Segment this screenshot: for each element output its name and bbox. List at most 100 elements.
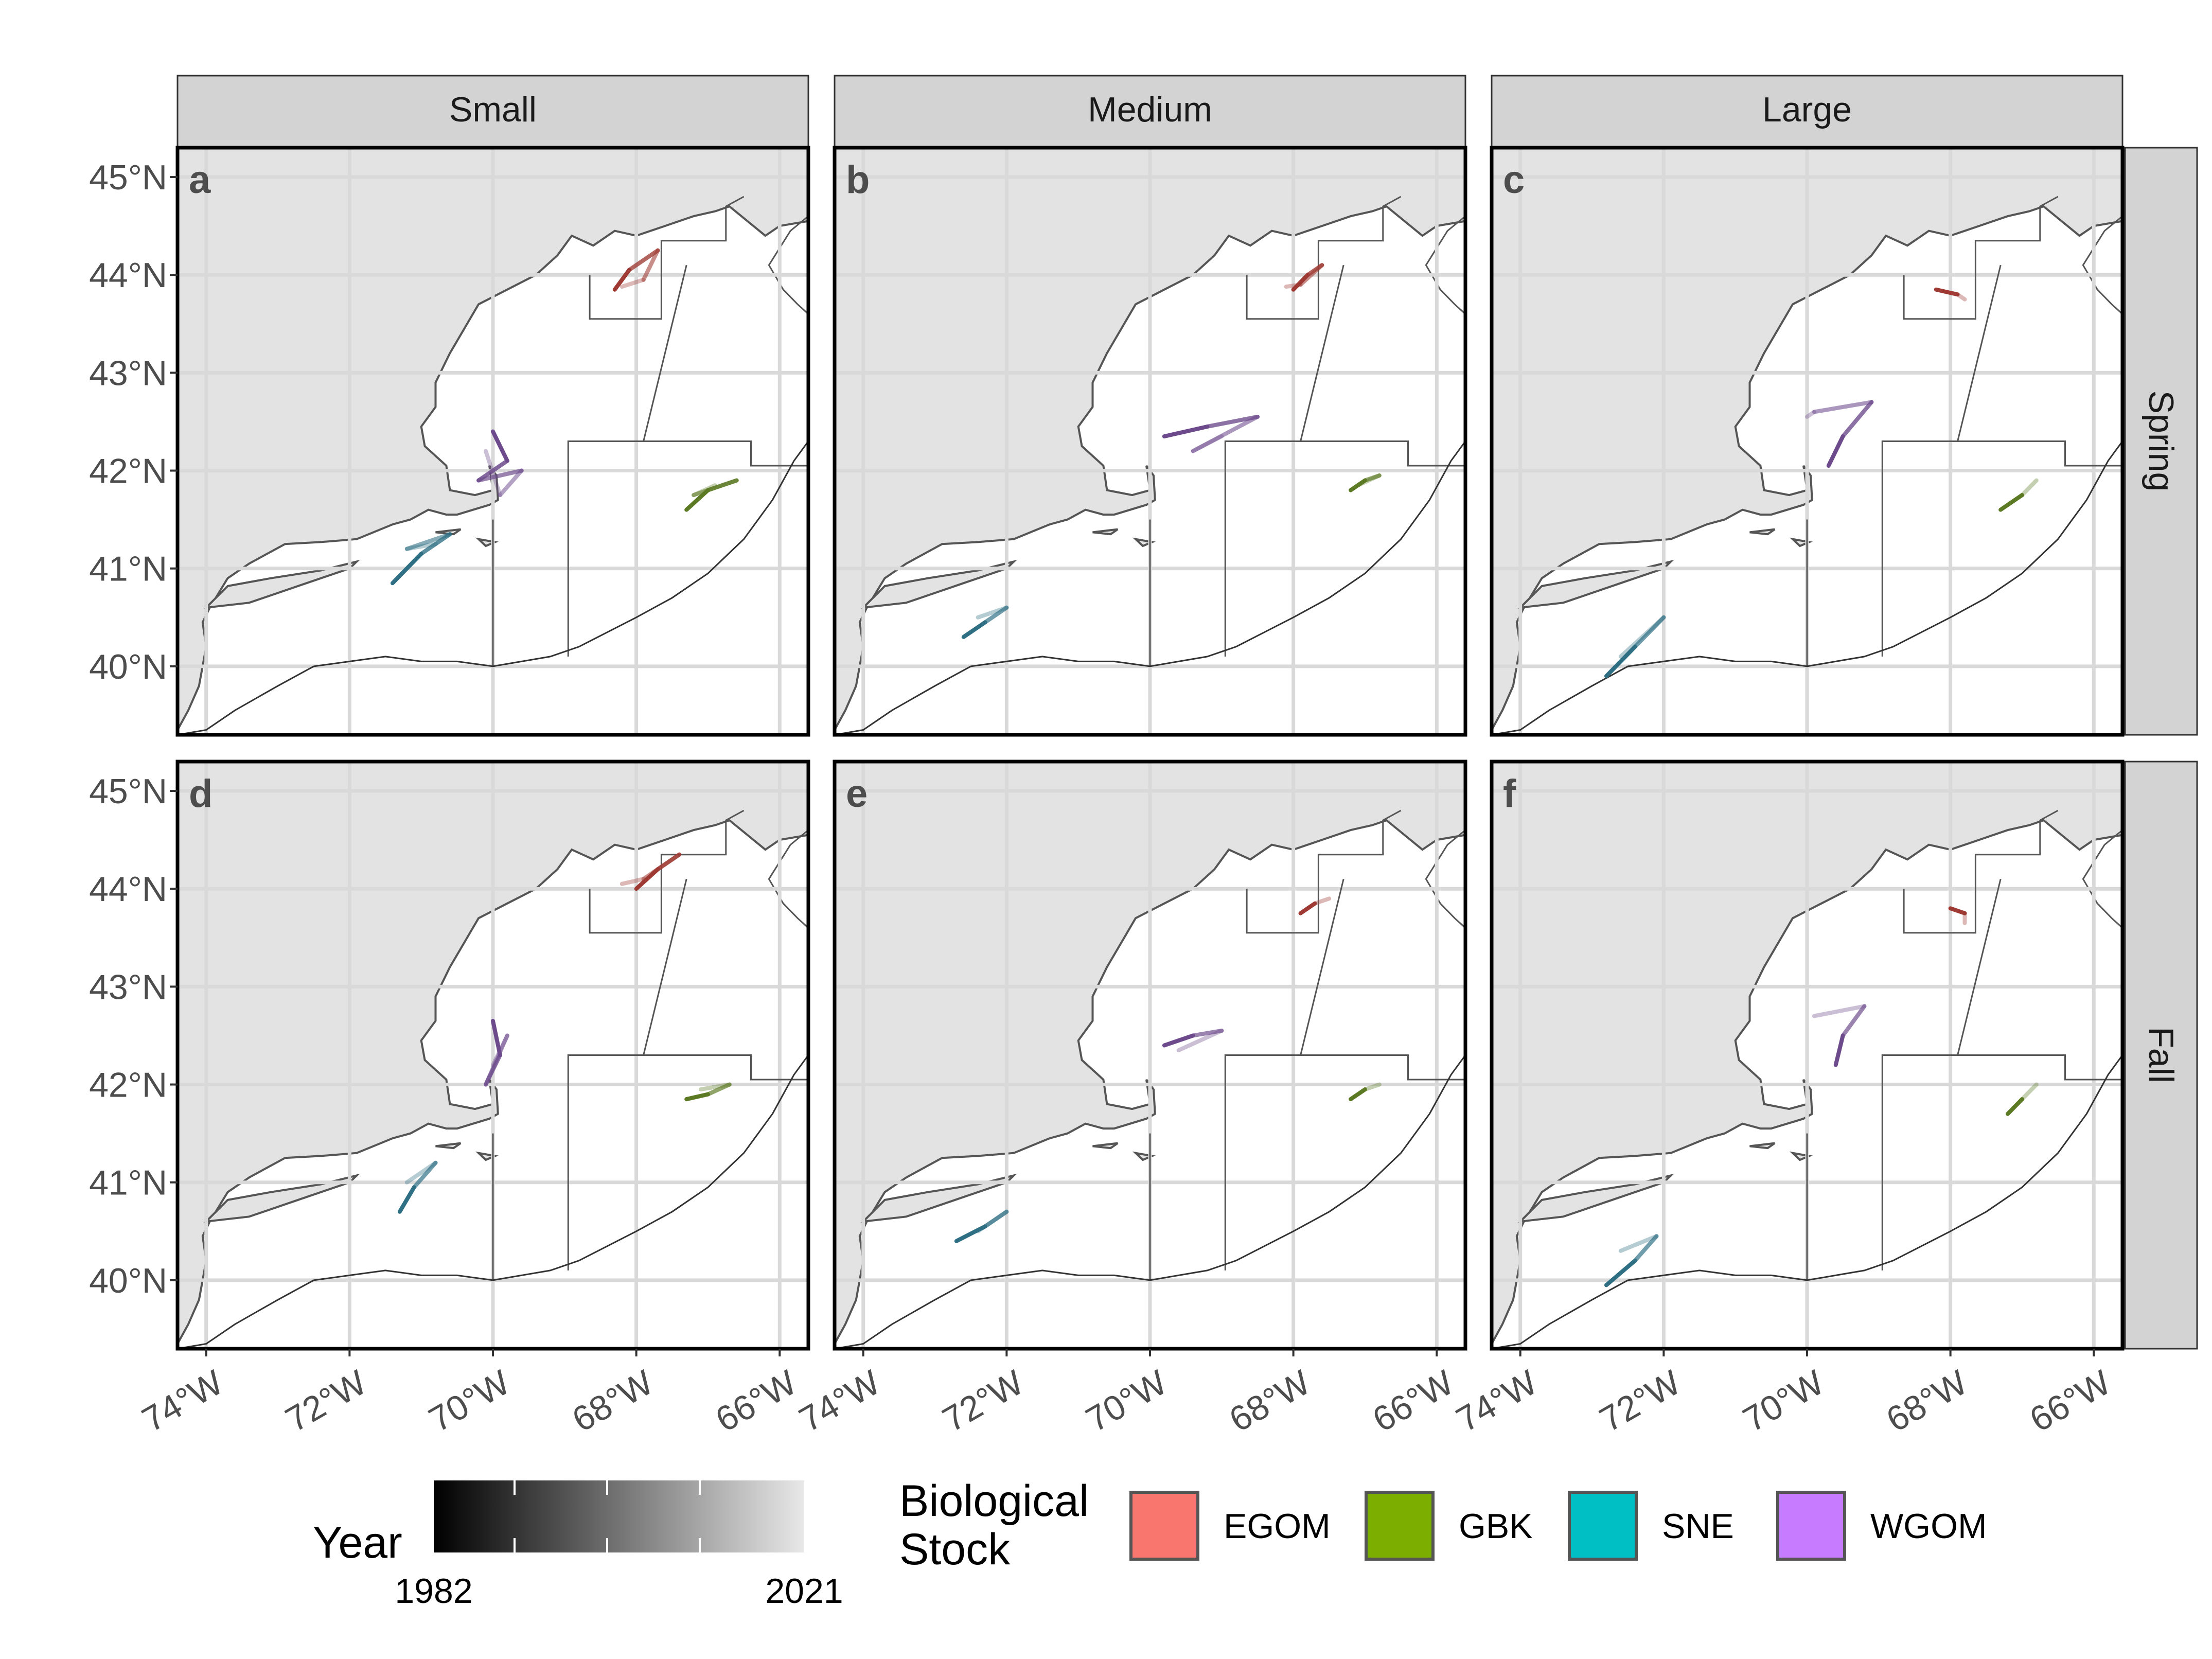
stock-legend-title-line1: Biological bbox=[899, 1476, 1089, 1526]
strip-label-medium: Medium bbox=[1088, 90, 1212, 129]
strip-label-large: Large bbox=[1762, 90, 1852, 129]
stock-boundary bbox=[1903, 196, 2059, 320]
lat-tick-label: 44°N bbox=[89, 256, 167, 295]
map-panel-c: c bbox=[1490, 146, 2125, 737]
track-segment bbox=[390, 552, 423, 586]
track-segment bbox=[491, 1018, 502, 1057]
graticule bbox=[835, 762, 1465, 1349]
island bbox=[203, 1173, 361, 1223]
island bbox=[203, 559, 361, 609]
panel-tag-b: b bbox=[846, 158, 870, 202]
island bbox=[1517, 1173, 1675, 1223]
track-segment bbox=[692, 483, 717, 498]
track-segment bbox=[1349, 478, 1367, 492]
track-segment bbox=[1284, 283, 1303, 289]
land bbox=[178, 762, 808, 1345]
strip-label-small: Small bbox=[449, 90, 537, 129]
track-segment bbox=[491, 1033, 509, 1067]
track-segment bbox=[2020, 1082, 2039, 1102]
track-segment bbox=[412, 1160, 438, 1190]
track-segment bbox=[2020, 478, 2039, 498]
legend-label: WGOM bbox=[1870, 1507, 1987, 1546]
track-segment bbox=[692, 478, 739, 498]
island bbox=[475, 537, 499, 548]
track-segment bbox=[1948, 906, 1967, 915]
legend-label: GBK bbox=[1459, 1507, 1533, 1546]
island bbox=[475, 1151, 499, 1161]
lat-tick-label: 41°N bbox=[89, 550, 167, 589]
track-segment bbox=[1298, 901, 1317, 915]
lat-tick-label: 44°N bbox=[89, 870, 167, 909]
track-gbk bbox=[1998, 478, 2039, 512]
track-wgom bbox=[1805, 400, 1874, 468]
track-sne bbox=[1604, 615, 1666, 678]
island bbox=[435, 1142, 462, 1150]
track-segment bbox=[1604, 1258, 1637, 1287]
lon-tick-label: 70°W bbox=[422, 1363, 517, 1439]
track-gbk bbox=[1349, 473, 1382, 492]
panel-tag-e: e bbox=[846, 772, 868, 816]
track-segment bbox=[1812, 400, 1874, 414]
map-panel-b: b bbox=[833, 146, 1467, 737]
legend-label: SNE bbox=[1662, 1507, 1734, 1546]
stock-boundary bbox=[1903, 809, 2059, 934]
stock-boundary bbox=[1882, 1054, 2122, 1081]
coastline-nova-scotia bbox=[1425, 829, 1465, 929]
track-segment bbox=[1998, 493, 2024, 512]
track-segment bbox=[1841, 400, 1874, 438]
island bbox=[1132, 537, 1156, 548]
track-gbk bbox=[684, 1082, 732, 1102]
stock-legend-title-line2: Stock bbox=[899, 1525, 1011, 1574]
track-segment bbox=[1934, 287, 1960, 297]
track-segment bbox=[1633, 1234, 1659, 1263]
lat-tick-label: 42°N bbox=[89, 1066, 167, 1105]
year-legend-min: 1982 bbox=[395, 1572, 472, 1611]
island bbox=[1092, 528, 1119, 536]
legend-swatch bbox=[1776, 1491, 1846, 1561]
land bbox=[835, 148, 1465, 731]
track-segment bbox=[1812, 1004, 1867, 1018]
track-segment bbox=[976, 1209, 1009, 1233]
track-wgom bbox=[476, 429, 524, 498]
panel-border bbox=[833, 146, 1467, 737]
lat-tick-label: 42°N bbox=[89, 452, 167, 491]
legend-label: EGOM bbox=[1224, 1507, 1331, 1546]
year-legend-max: 2021 bbox=[765, 1572, 843, 1611]
track-gbk bbox=[684, 478, 739, 512]
track-segment bbox=[961, 620, 987, 639]
map-panels: a b c d e f bbox=[175, 146, 2125, 1351]
track-segment bbox=[1841, 1004, 1867, 1038]
track-wgom bbox=[484, 1018, 509, 1087]
coastline-nova-scotia bbox=[768, 215, 808, 315]
legend-swatch bbox=[1365, 1491, 1435, 1561]
year-legend-title: Year bbox=[313, 1518, 402, 1567]
year-colorbar bbox=[434, 1480, 804, 1552]
strip-label-fall: Fall bbox=[2142, 1027, 2181, 1083]
map-panel-d: d bbox=[175, 760, 810, 1351]
panel-tag-a: a bbox=[189, 158, 211, 202]
shelf-contour bbox=[1492, 440, 2122, 735]
track-segment bbox=[684, 1092, 710, 1102]
track-segment bbox=[1176, 1028, 1224, 1052]
stock-boundary bbox=[1225, 1054, 1465, 1081]
track-segment bbox=[1362, 1082, 1382, 1092]
stock-boundary bbox=[568, 1054, 808, 1081]
track-segment bbox=[983, 605, 1009, 625]
stock-boundary bbox=[1246, 196, 1402, 320]
strip-large bbox=[1491, 75, 2123, 148]
island bbox=[860, 1173, 1018, 1223]
track-segment bbox=[1191, 414, 1260, 453]
track-segment bbox=[1356, 473, 1382, 488]
island bbox=[1092, 1142, 1119, 1150]
track-segment bbox=[699, 1082, 732, 1092]
island bbox=[1789, 537, 1813, 548]
latitude-axis: 45°N 44°N 43°N 42°N 41°N 40°N 45°N 44°N 43°N 42°N… bbox=[89, 158, 178, 1300]
track-sne bbox=[1604, 1234, 1659, 1287]
stock-boundary bbox=[1246, 809, 1402, 934]
panel-border bbox=[175, 146, 810, 737]
panel-border bbox=[1490, 146, 2125, 737]
track-segment bbox=[484, 1033, 509, 1087]
lon-tick-label: 68°W bbox=[1223, 1363, 1317, 1439]
lat-tick-label: 45°N bbox=[89, 158, 167, 197]
lon-tick-label: 72°W bbox=[1593, 1363, 1687, 1439]
